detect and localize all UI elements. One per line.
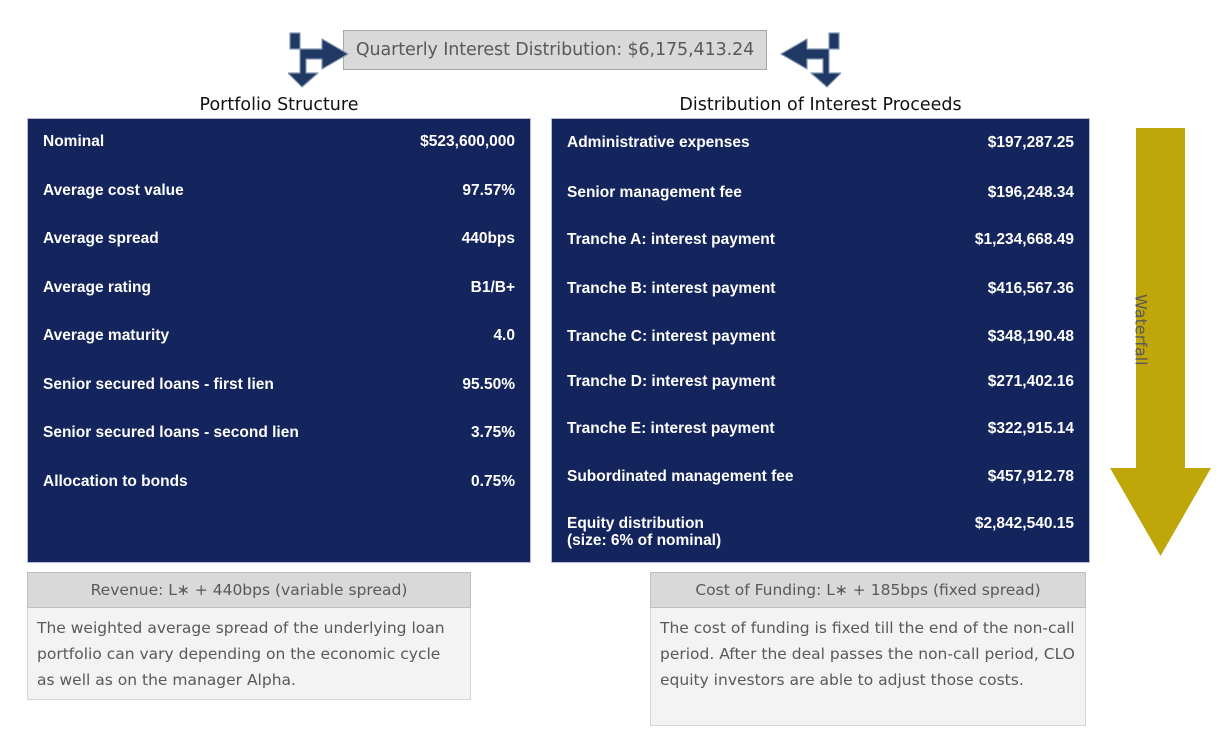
row-value: B1/B+ [470,278,515,296]
row-label: Subordinated management fee [567,468,794,485]
interest-proceeds-panel: Administrative expenses $197,287.25 Seni… [551,118,1090,563]
quarterly-distribution-banner: Quarterly Interest Distribution: $6,175,… [343,30,767,70]
row-value: 0.75% [471,472,515,490]
row-label: Equity distribution (size: 6% of nominal… [567,515,722,549]
row-label: Tranche D: interest payment [567,373,776,390]
bent-arrow-left-down-icon [780,32,841,88]
row-value: $322,915.14 [987,420,1074,437]
table-row: Senior management fee $196,248.34 [552,184,1089,201]
row-value: $197,287.25 [987,134,1074,151]
row-value: 4.0 [493,327,515,344]
revenue-note-body: The weighted average spread of the under… [27,608,471,700]
bent-arrow-right-down-icon [288,32,349,88]
row-value: 440bps [461,230,515,247]
row-label: Allocation to bonds [43,472,188,490]
revenue-note-box: Revenue: L∗ + 440bps (variable spread) T… [27,572,471,700]
cost-of-funding-note-body: The cost of funding is fixed till the en… [650,608,1086,726]
row-label: Average maturity [43,327,170,344]
row-label: Tranche C: interest payment [567,328,776,345]
table-row: Senior secured loans - first lien 95.50% [28,376,530,393]
table-row: Average rating B1/B+ [28,279,530,296]
cost-of-funding-note-header: Cost of Funding: L∗ + 185bps (fixed spre… [650,572,1086,608]
row-value: $1,234,668.49 [974,231,1074,248]
table-row: Administrative expenses $197,287.25 [552,134,1089,151]
row-value: $416,567.36 [987,280,1074,297]
table-row: Allocation to bonds 0.75% [28,473,530,490]
table-row: Average spread 440bps [28,230,530,247]
table-row: Equity distribution (size: 6% of nominal… [552,515,1089,549]
revenue-note-header: Revenue: L∗ + 440bps (variable spread) [27,572,471,608]
table-row: Tranche A: interest payment $1,234,668.4… [552,231,1089,248]
row-label: Tranche A: interest payment [567,231,775,248]
waterfall-label: Waterfall [1131,294,1151,366]
table-row: Subordinated management fee $457,912.78 [552,468,1089,485]
quarterly-distribution-banner-text: Quarterly Interest Distribution: $6,175,… [355,40,755,60]
table-row: Nominal $523,600,000 [28,133,530,150]
row-label: Senior secured loans - first lien [43,375,274,393]
cost-of-funding-note-box: Cost of Funding: L∗ + 185bps (fixed spre… [650,572,1086,726]
row-value: $457,912.78 [987,468,1074,485]
row-label: Senior management fee [567,183,742,201]
row-value: $2,842,540.15 [974,515,1074,532]
row-value: 97.57% [462,181,515,199]
table-row: Average maturity 4.0 [28,327,530,344]
row-label: Nominal [43,133,105,150]
table-row: Tranche C: interest payment $348,190.48 [552,328,1089,345]
row-value: $271,402.16 [987,373,1074,390]
table-row: Tranche D: interest payment $271,402.16 [552,373,1089,390]
table-row: Tranche E: interest payment $322,915.14 [552,420,1089,437]
portfolio-structure-panel: Nominal $523,600,000 Average cost value … [27,118,531,563]
row-value: 95.50% [462,375,515,393]
distribution-of-interest-proceeds-title: Distribution of Interest Proceeds [679,95,962,115]
table-row: Senior secured loans - second lien 3.75% [28,424,530,441]
down-arrow-icon [1110,128,1211,556]
row-value: $523,600,000 [420,133,515,150]
row-value: 3.75% [471,424,515,441]
row-label: Senior secured loans - second lien [43,424,299,441]
portfolio-structure-title: Portfolio Structure [199,95,359,115]
row-label: Tranche B: interest payment [567,280,776,297]
row-value: $196,248.34 [987,183,1074,201]
row-label: Average spread [43,230,159,247]
table-row: Average cost value 97.57% [28,182,530,199]
row-label: Average rating [43,278,151,296]
row-label: Tranche E: interest payment [567,420,775,437]
row-label: Average cost value [43,181,184,199]
table-row: Tranche B: interest payment $416,567.36 [552,280,1089,297]
row-value: $348,190.48 [987,328,1074,345]
row-label: Administrative expenses [567,134,750,151]
